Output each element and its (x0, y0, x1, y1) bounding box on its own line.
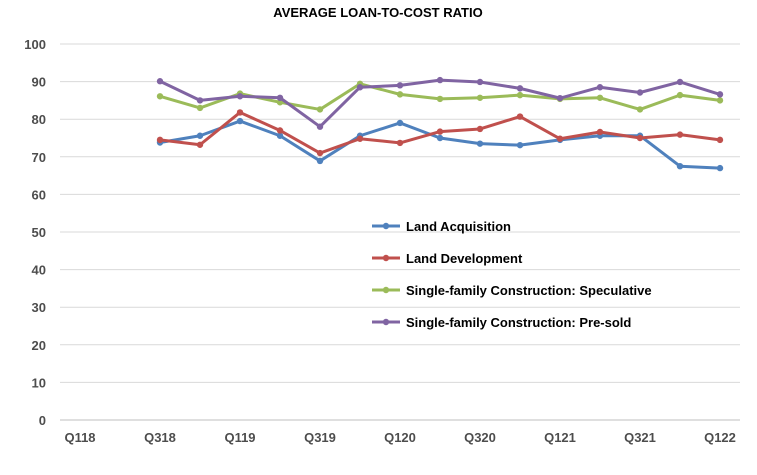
chart-title: AVERAGE LOAN-TO-COST RATIO (273, 5, 482, 20)
y-tick-label: 70 (32, 150, 46, 165)
data-point (196, 132, 204, 139)
legend-label: Single-family Construction: Pre-sold (406, 315, 631, 330)
x-tick-label: Q118 (64, 430, 95, 445)
legend: Land Acquisition Land Development Single-f… (372, 219, 652, 330)
x-tick-label: Q319 (304, 430, 336, 445)
x-tick-label: Q321 (624, 430, 656, 445)
data-point (436, 134, 444, 142)
data-point (156, 136, 164, 144)
data-point (636, 106, 644, 113)
data-point (636, 89, 644, 96)
legend-swatch-marker (382, 318, 390, 326)
series-3 (156, 76, 724, 130)
y-tick-label: 80 (32, 112, 46, 127)
data-point (676, 131, 684, 138)
data-point (476, 125, 484, 133)
data-point (716, 136, 724, 144)
legend-swatch-marker (382, 254, 390, 262)
data-point (356, 84, 364, 91)
data-point (476, 140, 484, 147)
data-point (276, 132, 284, 139)
data-point (436, 128, 444, 135)
series-0 (156, 117, 724, 172)
x-axis-ticks: Q118 Q318 Q119 Q319 Q120 Q320 Q121 Q321 Q122 (64, 430, 735, 445)
data-point (396, 119, 404, 127)
data-point (196, 97, 204, 104)
y-tick-label: 40 (32, 263, 46, 278)
data-point (276, 94, 284, 101)
legend-swatch-marker (382, 286, 390, 294)
data-point (356, 135, 364, 142)
legend-swatch-marker (382, 222, 390, 230)
data-point (596, 128, 604, 136)
data-point (276, 127, 284, 134)
data-point (156, 78, 164, 85)
data-point (156, 93, 164, 100)
y-axis-ticks: 0 10 20 30 40 50 60 70 80 90 100 (24, 37, 46, 428)
x-tick-label: Q120 (384, 430, 416, 445)
data-point (516, 91, 524, 99)
y-tick-label: 60 (32, 187, 46, 202)
data-point (716, 91, 724, 98)
legend-label: Single-family Construction: Speculative (406, 283, 652, 298)
data-point (396, 91, 404, 98)
legend-item: Single-family Construction: Pre-sold (372, 315, 631, 330)
data-point (396, 139, 404, 147)
legend-item: Land Acquisition (372, 219, 511, 234)
x-tick-label: Q318 (144, 430, 176, 445)
data-point (636, 134, 644, 142)
x-tick-label: Q320 (464, 430, 496, 445)
data-point (436, 95, 444, 103)
data-point (436, 76, 444, 84)
data-point (596, 84, 604, 91)
data-point (676, 163, 684, 170)
series-1 (156, 109, 724, 157)
data-point (316, 157, 324, 165)
data-point (556, 135, 564, 142)
y-tick-label: 30 (32, 300, 46, 315)
x-tick-label: Q119 (224, 430, 255, 445)
data-point (516, 85, 524, 92)
data-point (716, 164, 724, 172)
data-point (316, 106, 324, 113)
data-point (556, 94, 564, 102)
x-tick-label: Q122 (704, 430, 736, 445)
y-tick-label: 20 (32, 338, 46, 353)
data-point (236, 117, 244, 125)
series-group (156, 76, 724, 172)
y-tick-label: 90 (32, 75, 46, 90)
data-point (476, 94, 484, 101)
y-tick-label: 50 (32, 225, 46, 240)
legend-item: Land Development (372, 251, 523, 266)
data-point (676, 78, 684, 86)
data-point (596, 94, 604, 101)
y-tick-label: 10 (32, 375, 46, 390)
data-point (196, 104, 204, 112)
y-tick-label: 100 (24, 37, 46, 52)
series-line (158, 78, 722, 129)
data-point (236, 109, 244, 116)
legend-label: Land Development (406, 251, 523, 266)
data-point (316, 123, 324, 130)
legend-item: Single-family Construction: Speculative (372, 283, 652, 298)
data-point (396, 82, 404, 89)
legend-label: Land Acquisition (406, 219, 511, 234)
x-tick-label: Q121 (544, 430, 576, 445)
data-point (516, 141, 524, 149)
series-line (158, 119, 722, 170)
data-point (316, 149, 324, 157)
gridlines (60, 43, 740, 421)
y-tick-label: 0 (39, 413, 46, 428)
data-point (676, 91, 684, 99)
data-point (196, 141, 204, 148)
data-point (516, 113, 524, 120)
data-point (476, 78, 484, 86)
data-point (716, 97, 724, 104)
data-point (236, 93, 244, 100)
